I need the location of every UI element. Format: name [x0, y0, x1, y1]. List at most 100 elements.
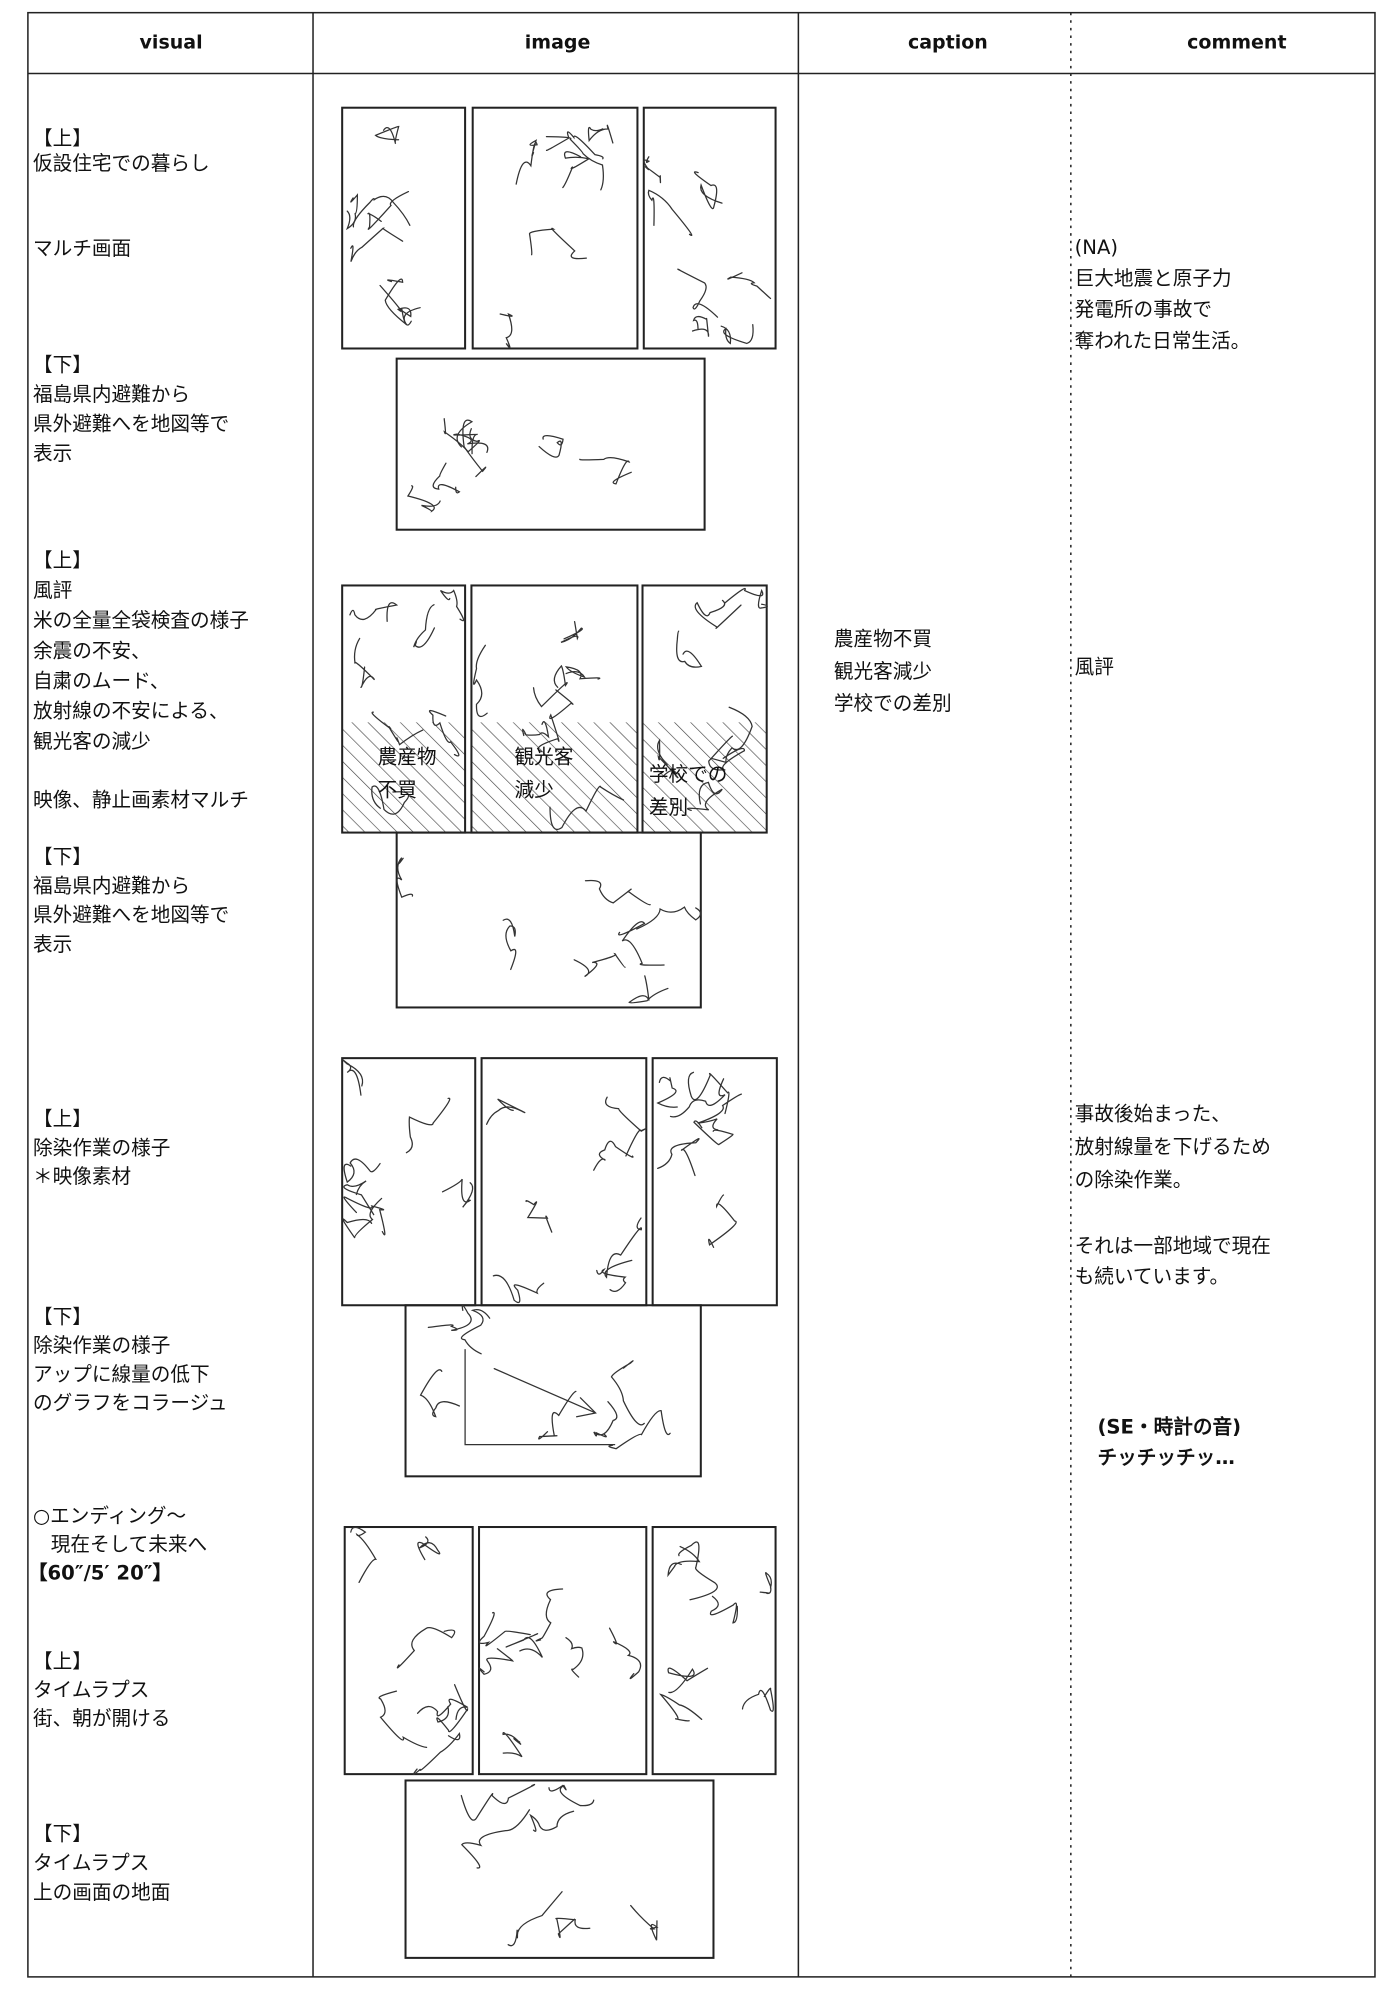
- sketch-stroke: [478, 1611, 531, 1647]
- comment-text: 奪われた日常生活。: [1075, 329, 1251, 352]
- sketch-stroke: [436, 1684, 469, 1733]
- sketch-stroke: [502, 1732, 523, 1758]
- caption-text: 学校での差別: [834, 692, 952, 715]
- sketch-stroke: [584, 879, 651, 906]
- visual-text: 【60″/5′ 20″】: [28, 1561, 172, 1584]
- sketch-stroke: [405, 1097, 451, 1154]
- sketch-stroke: [596, 1267, 627, 1292]
- sketch-stroke: [720, 324, 754, 345]
- frame-label: 学校での: [649, 763, 728, 786]
- visual-text: タイムラプス: [33, 1852, 149, 1875]
- sketch-stroke: [439, 589, 465, 622]
- caption-text: 農産物不買: [834, 627, 932, 650]
- visual-text: ○エンディング～: [33, 1504, 186, 1527]
- visual-text: 福島県内避難から: [33, 383, 190, 406]
- sketch-frame: [404, 1779, 715, 1959]
- sketch-stroke: [587, 124, 614, 144]
- sketch-stroke: [565, 1637, 584, 1678]
- sketch-stroke: [406, 485, 441, 513]
- sketches: [341, 106, 778, 1959]
- sketch-stroke: [417, 1536, 441, 1561]
- sketch-frame: [341, 1057, 477, 1307]
- comment-text: の除染作業。: [1075, 1169, 1193, 1192]
- sketch-stroke: [428, 709, 460, 757]
- sketch-frame: [641, 584, 768, 834]
- visual-text: 映像、静止画素材マルチ: [33, 788, 249, 811]
- header-caption: caption: [908, 32, 988, 54]
- sketch-stroke: [537, 689, 574, 753]
- sketch-stroke: [492, 1274, 545, 1304]
- sketch-stroke: [460, 1809, 531, 1869]
- visual-text: アップに線量の低下: [33, 1363, 210, 1386]
- graph-axes: [464, 1348, 616, 1446]
- sketch-stroke: [657, 1138, 700, 1177]
- sketch-stroke: [378, 1690, 428, 1749]
- sketch-stroke: [460, 1783, 536, 1821]
- sketch-stroke: [647, 189, 693, 236]
- sketch-stroke: [608, 1410, 671, 1450]
- sketch-frame: [651, 1057, 778, 1307]
- sketch-stroke: [502, 918, 517, 971]
- sketch-stroke: [741, 1687, 774, 1712]
- sketch-stroke: [515, 139, 538, 185]
- sketch-stroke: [604, 1217, 642, 1279]
- sketch-stroke: [538, 1390, 577, 1440]
- sketch-stroke: [413, 604, 436, 648]
- sketch-stroke: [669, 1078, 726, 1118]
- sketch-stroke: [727, 272, 772, 300]
- visual-text: 現在そして未来へ: [51, 1533, 207, 1556]
- comment-text: 風評: [1075, 655, 1114, 678]
- comment-text: 放射線量を下げるため: [1075, 1136, 1271, 1159]
- header-comment: comment: [1187, 32, 1286, 54]
- sketch-stroke: [427, 1305, 472, 1331]
- comment-text: 事故後始まった、: [1075, 1103, 1231, 1126]
- visual-text: 街、朝が開ける: [33, 1707, 170, 1730]
- sketch-stroke: [521, 721, 550, 739]
- sketch-stroke: [345, 193, 359, 231]
- sketch-frame: [343, 1526, 474, 1776]
- sketch-stroke: [535, 1588, 564, 1642]
- sketch-stroke: [532, 664, 568, 708]
- sketch-stroke: [708, 1194, 737, 1248]
- visual-text: 上の画面の地面: [33, 1881, 170, 1904]
- sketch-frame: [471, 106, 639, 350]
- sketch-stroke: [379, 284, 412, 326]
- visual-text: 自粛のムード、: [33, 670, 170, 693]
- sketch-stroke: [443, 418, 480, 453]
- sketch-stroke: [419, 1369, 461, 1418]
- comment-text: (SE・時計の音): [1097, 1416, 1241, 1439]
- sketch-stroke: [667, 1545, 701, 1578]
- sketch-stroke: [396, 1627, 456, 1669]
- comment-text: も続いています。: [1075, 1265, 1229, 1288]
- comment-text: 巨大地震と原子力: [1075, 267, 1232, 290]
- header-image: image: [525, 32, 591, 54]
- sketch-stroke: [593, 1401, 618, 1438]
- sketch-stroke: [608, 1627, 642, 1680]
- visual-text: のグラフをコラージュ: [33, 1392, 227, 1415]
- sketch-stroke: [562, 151, 591, 189]
- sketch-stroke: [694, 599, 742, 629]
- visual-text: 除染作業の様子: [33, 1334, 170, 1357]
- sketch-stroke: [687, 1071, 730, 1115]
- frame-label: 農産物: [378, 745, 437, 768]
- sketch-stroke: [350, 227, 404, 262]
- visual-text: 県外避難へを地図等で: [33, 904, 229, 927]
- sketch-stroke: [678, 1541, 718, 1601]
- visual-text: 【下】: [33, 354, 92, 377]
- sketch-stroke: [686, 781, 723, 812]
- sketch-stroke: [371, 785, 410, 815]
- sketch-stroke: [759, 1572, 772, 1595]
- sketch-frame: [478, 1526, 648, 1776]
- sketch-stroke: [371, 711, 424, 746]
- sketch-stroke: [529, 1810, 575, 1832]
- sketch-frame: [395, 831, 702, 1009]
- sketch-stroke: [473, 644, 488, 718]
- sketch-stroke: [353, 637, 376, 688]
- sketch-stroke: [460, 1308, 491, 1355]
- visual-text: 仮設住宅での暮らし: [33, 152, 210, 175]
- comment-text: チッチッチッ…: [1097, 1446, 1234, 1469]
- hatch-area: [342, 722, 466, 833]
- visual-text: 【上】: [33, 1108, 92, 1131]
- sketch-stroke: [560, 620, 583, 643]
